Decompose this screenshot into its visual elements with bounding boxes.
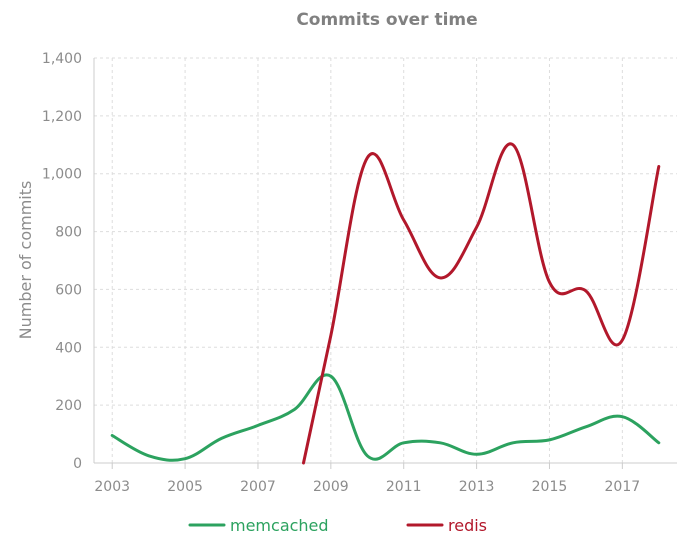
legend: memcached redis: [188, 516, 487, 535]
x-tick-label: 2009: [313, 479, 349, 495]
series-line-redis: [302, 142, 661, 465]
legend-label-redis: redis: [448, 516, 487, 535]
y-tick-label: 400: [55, 340, 82, 356]
y-tick-label: 200: [55, 398, 82, 414]
y-tick-label: 800: [55, 225, 82, 241]
axis-layer: 0 200 400 600 800 1,000 1,200 1,400 2003 2005 2007…: [42, 51, 677, 495]
chart-title: Commits over time: [296, 10, 477, 30]
y-tick-label: 1,200: [42, 109, 82, 125]
x-tick-label: 2005: [167, 479, 203, 495]
y-tick-label: 600: [55, 282, 82, 298]
y-tick-label: 1,000: [42, 167, 82, 183]
x-tick-label: 2015: [532, 479, 568, 495]
x-tick-label: 2011: [386, 479, 422, 495]
series-layer: [110, 142, 661, 465]
y-tick-label: 1,400: [42, 51, 82, 67]
x-tick-label: 2013: [459, 479, 495, 495]
x-tick-label: 2003: [94, 479, 130, 495]
legend-label-memcached: memcached: [230, 516, 329, 535]
x-tick-label: 2007: [240, 479, 276, 495]
series-line-memcached: [110, 373, 661, 462]
y-axis-label: Number of commits: [16, 181, 35, 340]
x-tick-label: 2017: [605, 479, 641, 495]
y-tick-label: 0: [73, 456, 82, 472]
grid-layer: [94, 57, 677, 464]
